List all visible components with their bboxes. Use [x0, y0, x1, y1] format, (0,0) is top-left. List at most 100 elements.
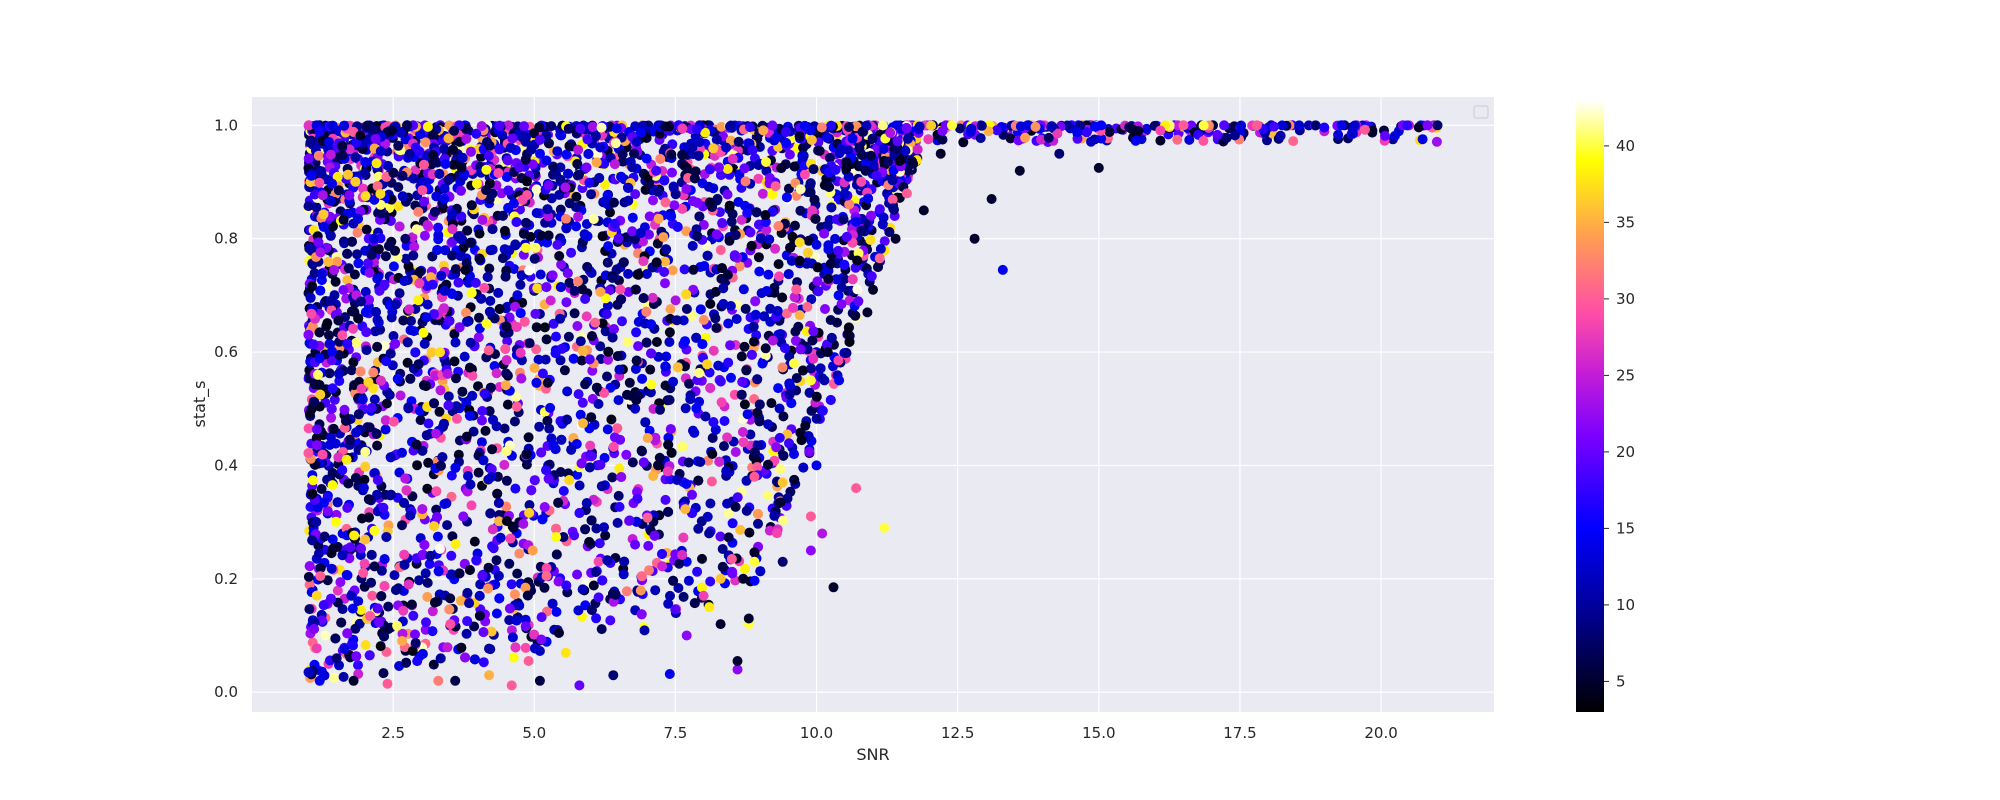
- data-point: [660, 278, 670, 289]
- data-point: [739, 341, 750, 352]
- data-point: [587, 331, 597, 342]
- data-point: [1212, 129, 1223, 140]
- data-point: [693, 475, 704, 486]
- data-point: [433, 222, 444, 233]
- data-point: [863, 193, 874, 204]
- data-point: [574, 169, 584, 180]
- data-point: [431, 191, 442, 202]
- data-point: [692, 231, 703, 242]
- data-point: [311, 202, 322, 213]
- data-point: [531, 344, 542, 355]
- data-point: [476, 151, 486, 162]
- data-point: [638, 457, 649, 468]
- data-point: [432, 531, 443, 542]
- data-point: [575, 336, 586, 347]
- data-point: [414, 405, 425, 416]
- data-point: [736, 351, 747, 362]
- data-point: [434, 168, 445, 179]
- data-point: [649, 530, 660, 541]
- data-point: [770, 243, 781, 254]
- data-point: [529, 253, 540, 264]
- data-point: [402, 357, 413, 368]
- data-point: [373, 171, 384, 182]
- data-point: [774, 271, 785, 282]
- data-point: [326, 548, 337, 559]
- data-point: [504, 615, 515, 626]
- data-point: [481, 185, 492, 196]
- data-point: [503, 120, 514, 131]
- data-point: [364, 294, 374, 305]
- data-point: [560, 647, 571, 658]
- data-point: [524, 507, 535, 518]
- data-point: [366, 577, 377, 588]
- data-point: [501, 355, 512, 366]
- data-point: [364, 422, 375, 433]
- data-point: [379, 581, 390, 591]
- data-point: [706, 476, 717, 487]
- data-point: [429, 309, 439, 320]
- data-point: [460, 652, 471, 663]
- data-point: [740, 303, 751, 314]
- data-point: [695, 457, 706, 467]
- data-point: [351, 337, 362, 348]
- data-point: [667, 139, 678, 150]
- data-point: [632, 493, 643, 504]
- data-point: [857, 126, 868, 137]
- data-point: [635, 585, 646, 596]
- data-point: [383, 160, 394, 171]
- data-point: [373, 244, 384, 255]
- data-point: [526, 485, 537, 496]
- data-point: [841, 231, 852, 242]
- data-point: [617, 316, 627, 327]
- data-point: [561, 580, 572, 591]
- data-point: [555, 282, 566, 293]
- data-point: [380, 251, 391, 262]
- data-point: [448, 159, 459, 170]
- data-point: [635, 228, 646, 238]
- data-point: [417, 504, 428, 515]
- data-point: [641, 306, 652, 317]
- data-point: [363, 512, 374, 523]
- data-point: [435, 653, 446, 664]
- data-point: [328, 423, 339, 434]
- data-point: [610, 589, 621, 600]
- data-point: [633, 341, 644, 352]
- data-point: [576, 355, 587, 366]
- data-point: [314, 327, 325, 338]
- data-point: [327, 120, 338, 131]
- data-point: [502, 155, 513, 166]
- data-point: [406, 599, 417, 610]
- data-point: [597, 231, 608, 242]
- data-point: [414, 575, 425, 586]
- data-point: [372, 475, 383, 485]
- data-point: [376, 565, 387, 576]
- data-point: [404, 304, 415, 315]
- data-point: [629, 148, 640, 159]
- data-point: [432, 157, 443, 168]
- data-point: [710, 424, 721, 435]
- data-point: [408, 610, 419, 621]
- data-point: [316, 166, 327, 177]
- data-point: [486, 626, 497, 637]
- data-point: [428, 659, 439, 670]
- data-point: [681, 304, 692, 314]
- data-point: [572, 321, 583, 331]
- data-point: [363, 377, 374, 388]
- data-point: [385, 348, 396, 359]
- data-point: [352, 249, 362, 260]
- data-point: [847, 274, 858, 285]
- data-point: [364, 267, 375, 278]
- data-point: [802, 301, 813, 312]
- data-point: [781, 127, 791, 138]
- data-point: [521, 449, 532, 460]
- data-point: [1155, 135, 1166, 146]
- data-point: [511, 615, 522, 626]
- data-point: [923, 134, 934, 145]
- data-point: [623, 268, 634, 279]
- data-point: [419, 196, 429, 207]
- data-point: [358, 568, 369, 578]
- data-point: [725, 301, 736, 311]
- data-point: [361, 224, 372, 235]
- data-point: [725, 340, 736, 351]
- data-point: [588, 580, 599, 591]
